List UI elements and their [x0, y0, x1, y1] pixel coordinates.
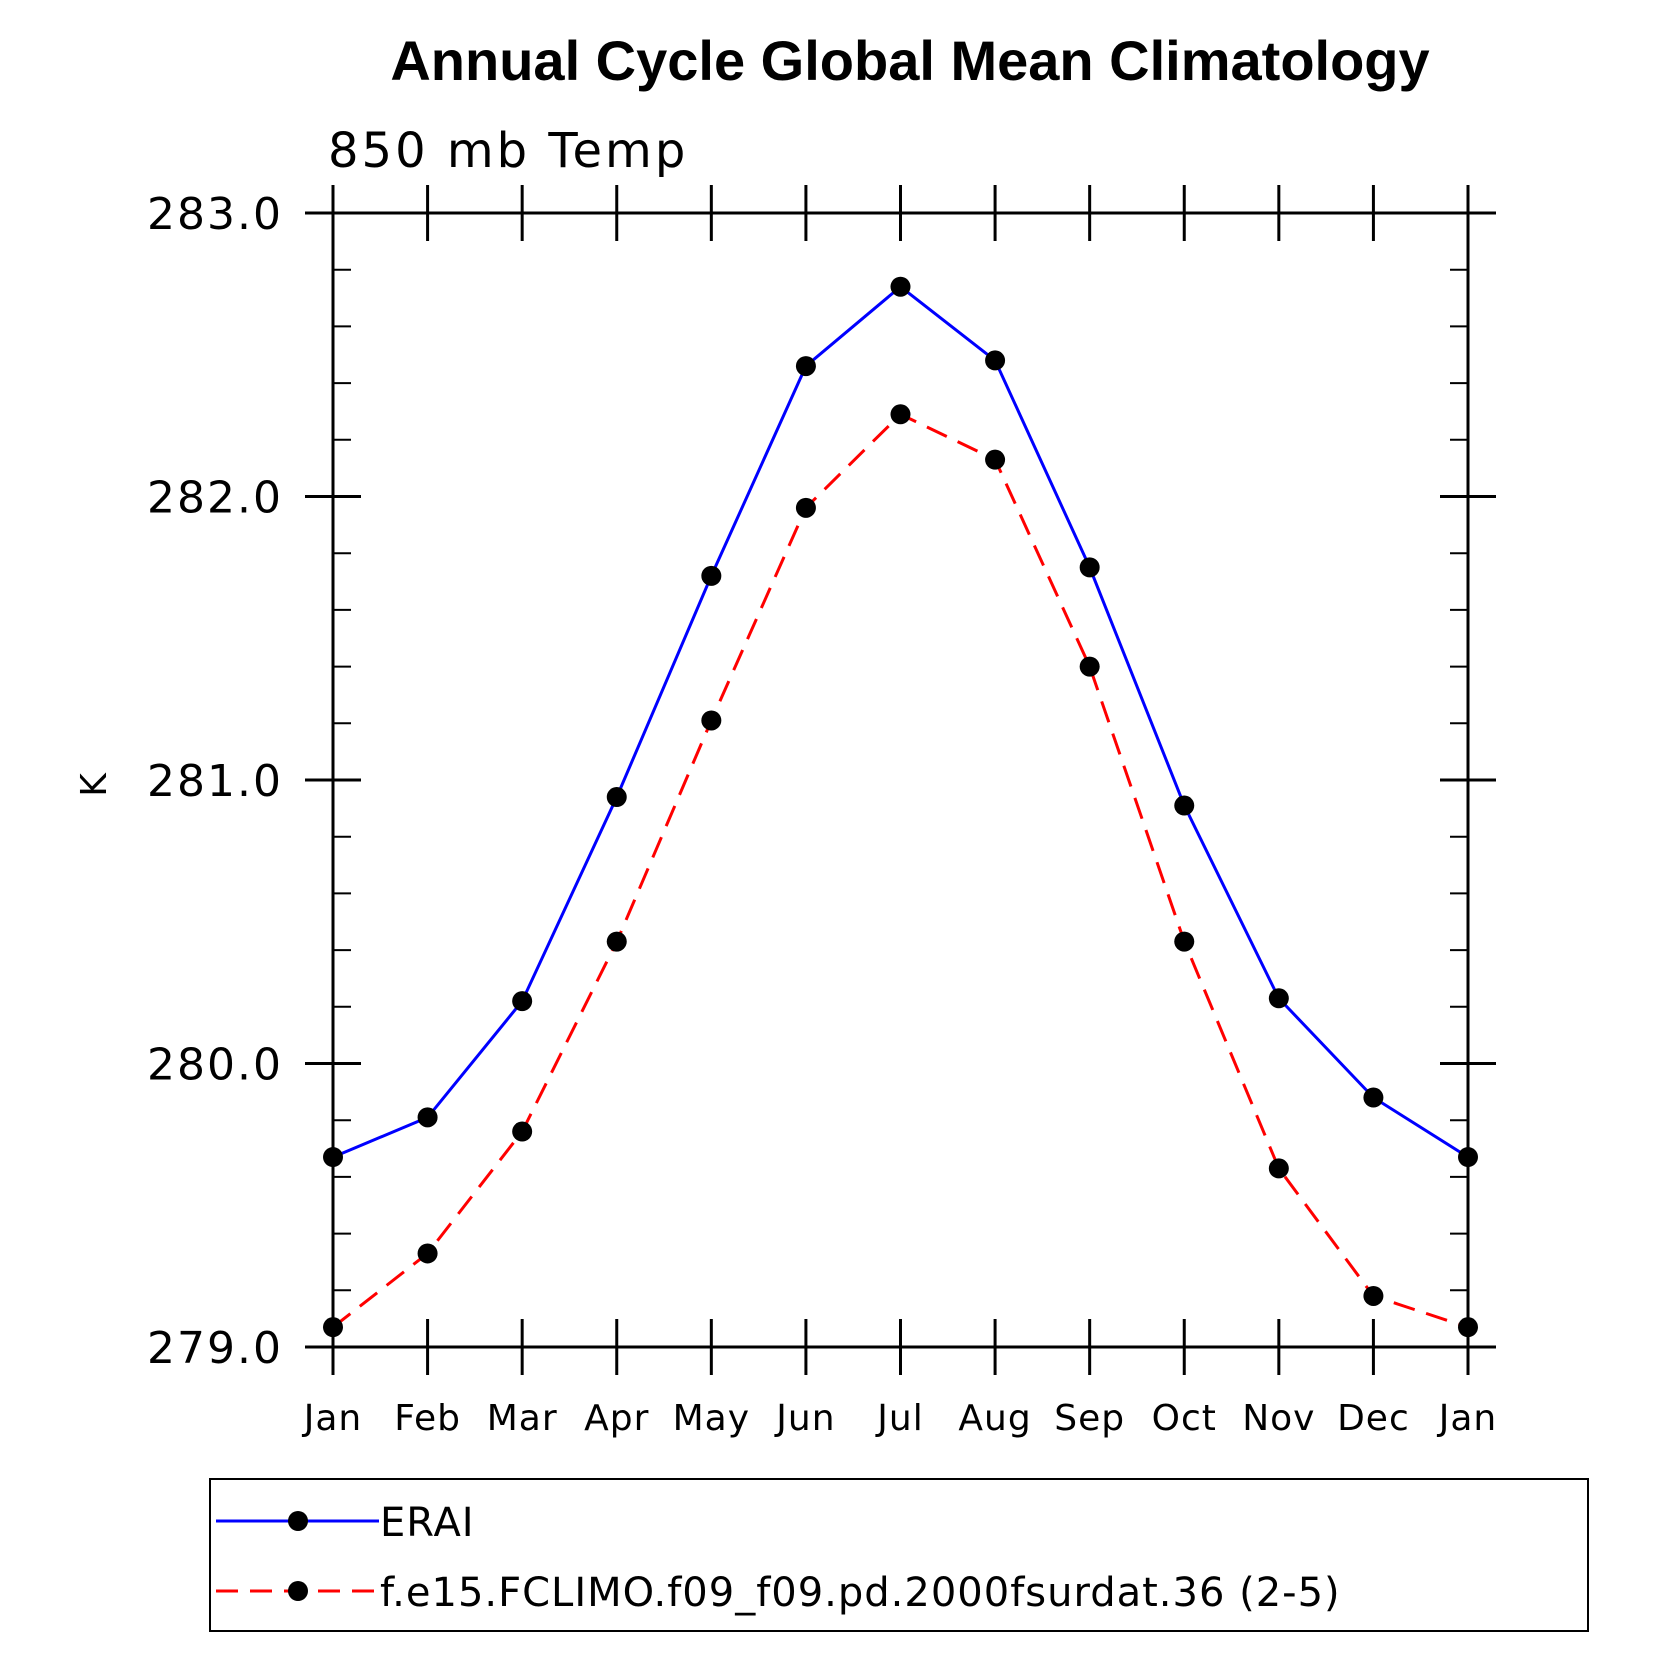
- y-tick-label: 281.0: [147, 756, 283, 807]
- y-tick-label: 282.0: [147, 473, 283, 524]
- data-point: [701, 710, 722, 731]
- chart-subtitle: 850 mb Temp: [328, 123, 688, 179]
- legend-box: [209, 1478, 1589, 1632]
- minor-ticks: [333, 212, 1468, 1348]
- x-tick-label: May: [673, 1398, 750, 1439]
- x-tick-label: Feb: [394, 1398, 461, 1439]
- data-point: [1363, 1087, 1384, 1108]
- x-tick-label: Jan: [1437, 1398, 1498, 1439]
- y-tick-label: 279.0: [147, 1323, 283, 1374]
- legend-label-model: f.e15.FCLIMO.f09_f09.pd.2000fsurdat.36 (…: [380, 1570, 1341, 1616]
- y-tick-labels: 279.0 280.0 281.0 282.0 283.0: [147, 189, 283, 1374]
- x-tick-labels: Jan Feb Mar Apr May Jun Jul Aug Sep Oct Nov Dec Jan: [302, 1398, 1498, 1439]
- data-point: [890, 404, 911, 425]
- legend-marker-erai: [288, 1511, 308, 1531]
- data-point: [985, 350, 1006, 371]
- data-point: [1268, 1158, 1289, 1179]
- x-tick-label: Oct: [1152, 1398, 1217, 1439]
- series-line-1: [332, 412, 1469, 1329]
- y-axis-label: K: [74, 772, 115, 797]
- chart-title: Annual Cycle Global Mean Climatology: [390, 29, 1429, 92]
- data-point: [323, 1317, 343, 1338]
- data-point: [512, 991, 533, 1012]
- data-point: [1268, 988, 1289, 1009]
- plot-frame: [331, 211, 1470, 1349]
- x-tick-label: Mar: [487, 1398, 558, 1439]
- data-point: [1458, 1317, 1478, 1338]
- x-tick-label: Dec: [1337, 1398, 1410, 1439]
- x-tick-label: Jul: [875, 1398, 923, 1439]
- legend-label-erai: ERAI: [380, 1500, 475, 1546]
- series-lines: [332, 284, 1469, 1329]
- major-ticks: [305, 185, 1496, 1375]
- data-point: [417, 1243, 438, 1264]
- data-point: [1363, 1285, 1384, 1306]
- data-point: [606, 931, 627, 952]
- data-point: [1079, 656, 1100, 677]
- legend-marker-model: [288, 1581, 308, 1601]
- x-tick-label: Jun: [774, 1398, 835, 1439]
- data-point: [323, 1147, 343, 1168]
- data-point: [701, 565, 722, 586]
- y-tick-label: 283.0: [147, 189, 283, 240]
- y-tick-label: 280.0: [147, 1040, 283, 1091]
- series-markers: [323, 276, 1478, 1338]
- data-point: [985, 449, 1006, 470]
- data-point: [1174, 795, 1195, 816]
- legend: ERAI f.e15.FCLIMO.f09_f09.pd.2000fsurdat…: [209, 1478, 1589, 1632]
- data-point: [512, 1121, 533, 1142]
- x-tick-label: Nov: [1242, 1398, 1315, 1439]
- data-point: [890, 276, 911, 297]
- data-point: [795, 356, 816, 377]
- data-point: [795, 497, 816, 518]
- data-point: [606, 787, 627, 808]
- x-tick-label: Apr: [584, 1398, 649, 1439]
- data-point: [1174, 931, 1195, 952]
- data-point: [1079, 557, 1100, 578]
- x-tick-label: Jan: [302, 1398, 363, 1439]
- data-point: [1458, 1147, 1478, 1168]
- data-point: [417, 1107, 438, 1128]
- x-tick-label: Sep: [1054, 1398, 1125, 1439]
- x-tick-label: Aug: [958, 1398, 1031, 1439]
